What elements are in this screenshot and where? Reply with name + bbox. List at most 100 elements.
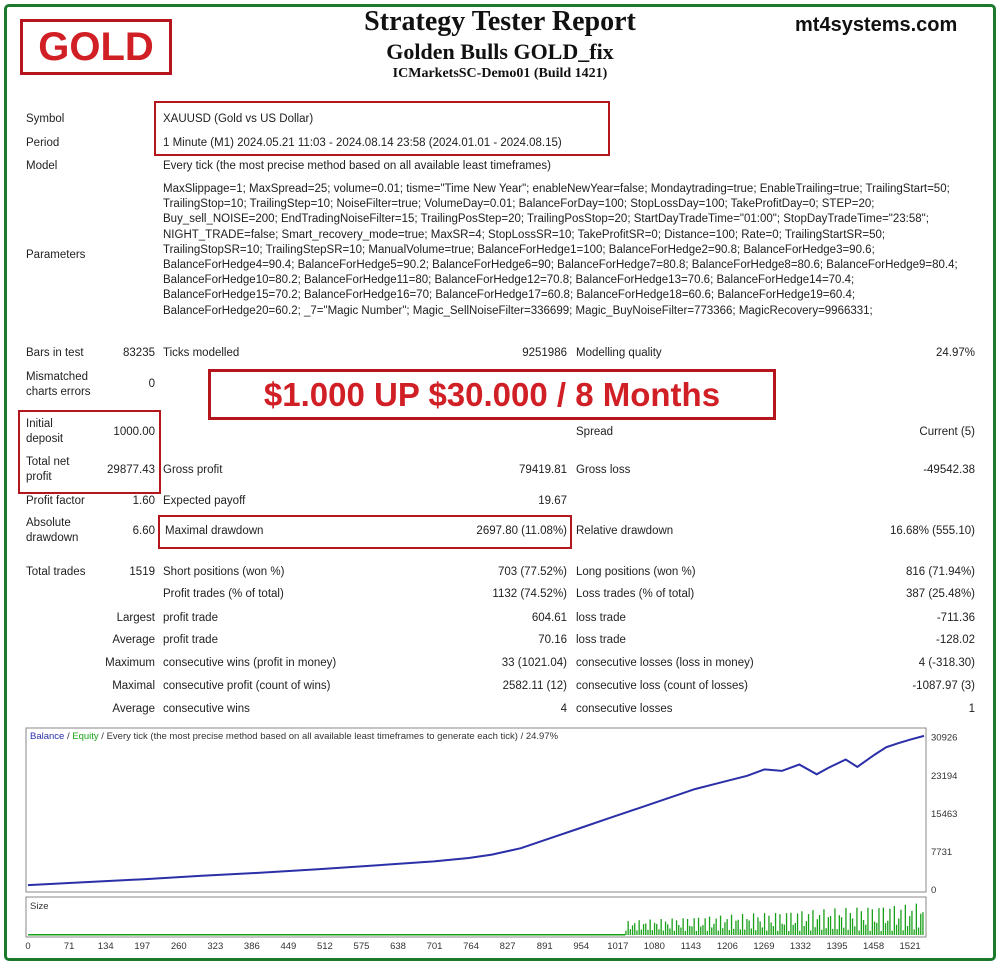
volume-bar xyxy=(697,917,700,935)
volume-bar xyxy=(737,919,739,935)
volume-bar xyxy=(759,921,761,935)
ptrades-value: 1132 (74.52%) xyxy=(492,588,567,600)
volume-bar xyxy=(902,930,904,935)
volume-bar xyxy=(748,920,750,935)
volume-bar xyxy=(757,917,759,935)
volume-bar xyxy=(913,929,915,935)
gross-loss-value: -49542.38 xyxy=(923,464,975,476)
symbol-period-highlight xyxy=(154,101,610,156)
x-tick-label: 701 xyxy=(427,941,443,952)
report-title: Strategy Tester Report xyxy=(364,6,636,37)
acw-label: consecutive wins xyxy=(163,703,250,715)
netprofit-value: 29877.43 xyxy=(107,464,155,476)
ticks-label: Ticks modelled xyxy=(163,347,240,359)
trades-value: 1519 xyxy=(129,566,155,578)
volume-bar xyxy=(794,922,796,935)
model-value: Every tick (the most precise method base… xyxy=(163,160,551,172)
volume-bar xyxy=(818,915,821,935)
volume-bar xyxy=(880,931,882,935)
volume-bar xyxy=(750,928,752,935)
netprofit-label-2: profit xyxy=(26,471,52,483)
volume-bar xyxy=(832,928,834,935)
volume-bar xyxy=(755,930,757,935)
volume-bar xyxy=(920,913,922,935)
volume-bar xyxy=(656,923,658,935)
x-tick-label: 1458 xyxy=(863,941,884,952)
volume-bar xyxy=(812,910,814,935)
volume-bar xyxy=(792,924,794,935)
quality-label: Modelling quality xyxy=(576,347,662,359)
maximum-label: Maximum xyxy=(105,657,155,669)
volume-bar xyxy=(777,930,779,935)
volume-label: Size xyxy=(30,901,48,912)
volume-bar xyxy=(638,920,640,935)
volume-bar xyxy=(673,930,675,935)
model-label: Model xyxy=(26,160,58,172)
deposit-label-2: deposit xyxy=(26,433,64,445)
outer-frame xyxy=(4,4,996,961)
volume-bar xyxy=(814,927,816,935)
bars-value: 83235 xyxy=(123,347,155,359)
reldd-value: 16.68% (555.10) xyxy=(889,525,975,537)
average2-label: Average xyxy=(112,703,155,715)
volume-bar xyxy=(799,930,801,935)
x-tick-label: 638 xyxy=(390,941,406,952)
volume-bar xyxy=(785,913,788,935)
volume-bar xyxy=(664,921,667,935)
ltrades-value: 387 (25.48%) xyxy=(905,588,975,600)
volume-bar xyxy=(733,928,735,935)
maxdd-highlight xyxy=(158,515,572,549)
reldd-label: Relative drawdown xyxy=(576,525,674,537)
long-value: 816 (71.94%) xyxy=(905,566,975,578)
volume-bar xyxy=(783,924,785,935)
gross-profit-value: 79419.81 xyxy=(519,464,567,476)
volume-bar xyxy=(895,924,898,935)
volume-bar xyxy=(865,924,867,935)
ltrades-label: Loss trades (% of total) xyxy=(576,588,695,600)
volume-bar xyxy=(640,929,642,935)
volume-bar xyxy=(649,919,651,935)
volume-bar xyxy=(909,916,911,935)
x-tick-label: 71 xyxy=(64,941,75,952)
volume-bar xyxy=(631,925,634,935)
volume-bar xyxy=(726,919,728,935)
mcw-value: 33 (1021.04) xyxy=(501,657,567,669)
absdd-value: 6.60 xyxy=(132,525,155,537)
volume-bar xyxy=(827,917,829,935)
bars-label: Bars in test xyxy=(26,347,84,359)
volume-bar xyxy=(735,920,737,935)
x-tick-label: 1521 xyxy=(900,941,921,952)
y-tick-label: 23194 xyxy=(931,771,957,782)
x-tick-label: 1143 xyxy=(681,941,701,952)
lp-value: 604.61 xyxy=(531,612,567,624)
volume-bar xyxy=(904,904,906,935)
x-tick-label: 1017 xyxy=(607,941,628,952)
short-value: 703 (77.52%) xyxy=(497,566,567,578)
volume-bar xyxy=(625,930,627,935)
volume-bar xyxy=(761,927,763,935)
site-name[interactable]: mt4systems.com xyxy=(795,14,958,36)
y-tick-label: 0 xyxy=(931,885,936,896)
volume-bar xyxy=(829,916,832,935)
volume-bar xyxy=(871,909,873,935)
x-tick-label: 512 xyxy=(317,941,333,952)
volume-bar xyxy=(634,923,636,935)
pf-value: 1.60 xyxy=(132,495,155,507)
volume-bar xyxy=(684,930,686,935)
ptrades-label: Profit trades (% of total) xyxy=(163,588,284,600)
volume-bar xyxy=(882,907,884,935)
balance-chart: Balance / Equity / Every tick (the most … xyxy=(24,727,976,955)
gold-badge: GOLD xyxy=(20,19,172,75)
volume-bar xyxy=(889,908,891,935)
volume-bar xyxy=(636,930,638,935)
volume-bar xyxy=(878,908,880,935)
volume-bar xyxy=(847,929,849,935)
volume-bar xyxy=(781,923,783,935)
volume-bar xyxy=(719,915,722,935)
mismatch-label-1: Mismatched xyxy=(26,371,88,383)
volume-bar xyxy=(774,913,777,935)
volume-bar xyxy=(746,919,748,935)
volume-bar xyxy=(898,918,900,935)
ep-label: Expected payoff xyxy=(163,495,246,507)
volume-bar xyxy=(752,913,755,935)
